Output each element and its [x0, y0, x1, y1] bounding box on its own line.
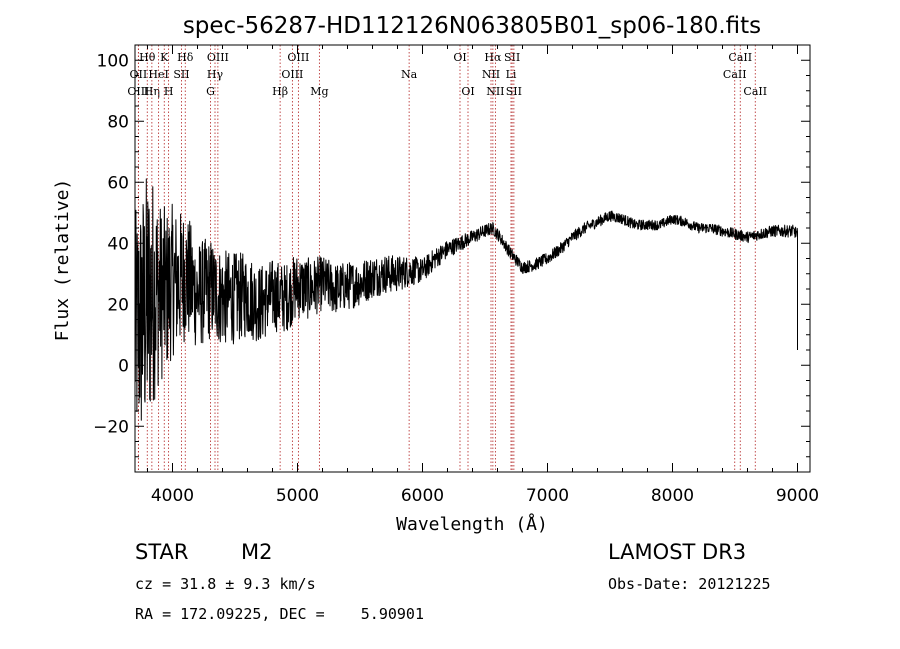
spectral-line-label: K — [160, 51, 169, 64]
spectral-line-label: OIII — [127, 85, 149, 98]
spectral-line-label: Hθ — [139, 51, 156, 64]
spectral-line-label: Na — [401, 68, 418, 81]
x-axis-label: Wavelength (Å) — [396, 513, 548, 535]
spectral-line-label: OI — [461, 85, 474, 98]
spectrum-line — [134, 178, 798, 421]
x-tick-label: 6000 — [401, 486, 444, 506]
spectral-line-label: G — [206, 85, 215, 98]
redshift-readout: cz = 31.8 ± 9.3 km/s — [135, 575, 316, 593]
spectral-line-label: Hγ — [207, 68, 224, 81]
y-axis-ticks: −20 0 20 40 60 80 100 — [93, 51, 810, 458]
spectral-line-label: OIII — [207, 51, 229, 64]
spectral-line-label: HeI — [148, 68, 168, 81]
spectral-line-label: Hη — [144, 85, 160, 98]
y-tick-label: −20 — [93, 417, 129, 437]
spectral-line-label: CaII — [728, 51, 752, 64]
survey-name: LAMOST DR3 — [608, 540, 747, 564]
spectral-line-label: CaII — [723, 68, 747, 81]
spectral-line-label: NII — [486, 85, 504, 98]
x-tick-label: 9000 — [776, 486, 819, 506]
chart-title: spec-56287-HD112126N063805B01_sp06-180.f… — [183, 13, 761, 39]
y-tick-label: 80 — [107, 112, 129, 132]
spectral-line-label: OI — [453, 51, 466, 64]
spectral-line-label: Hα — [484, 51, 502, 64]
y-tick-label: 40 — [107, 234, 129, 254]
x-tick-label: 8000 — [651, 486, 694, 506]
subclass: M2 — [241, 540, 273, 564]
spectral-line-label: NII — [482, 68, 500, 81]
y-tick-label: 100 — [97, 51, 129, 71]
spectral-line-label: Li — [506, 68, 517, 81]
spectral-line-label: OIII — [287, 51, 309, 64]
spectral-line-label: Hδ — [177, 51, 194, 64]
spectral-line-label: H — [164, 85, 174, 98]
spectral-line-label: SII — [173, 68, 189, 81]
x-axis-ticks: 4000 5000 6000 7000 8000 9000 — [147, 45, 819, 506]
coordinates: RA = 172.09225, DEC = 5.90901 — [135, 605, 424, 623]
y-tick-label: 20 — [107, 295, 129, 315]
spectral-line-label: Mg — [310, 85, 328, 98]
spectral-line-label: OIII — [281, 68, 303, 81]
obs-date: Obs-Date: 20121225 — [608, 575, 771, 593]
object-type: STAR — [135, 540, 189, 564]
spectral-line-label: SII — [504, 51, 520, 64]
y-tick-label: 0 — [118, 356, 129, 376]
spectral-line-label: SII — [506, 85, 522, 98]
spectral-line-label: Hβ — [272, 85, 288, 98]
x-tick-label: 7000 — [526, 486, 569, 506]
y-tick-label: 60 — [107, 173, 129, 193]
x-tick-label: 5000 — [276, 486, 319, 506]
y-axis-label: Flux (relative) — [52, 179, 73, 342]
x-tick-label: 4000 — [151, 486, 194, 506]
spectral-line-label: CaII — [743, 85, 767, 98]
